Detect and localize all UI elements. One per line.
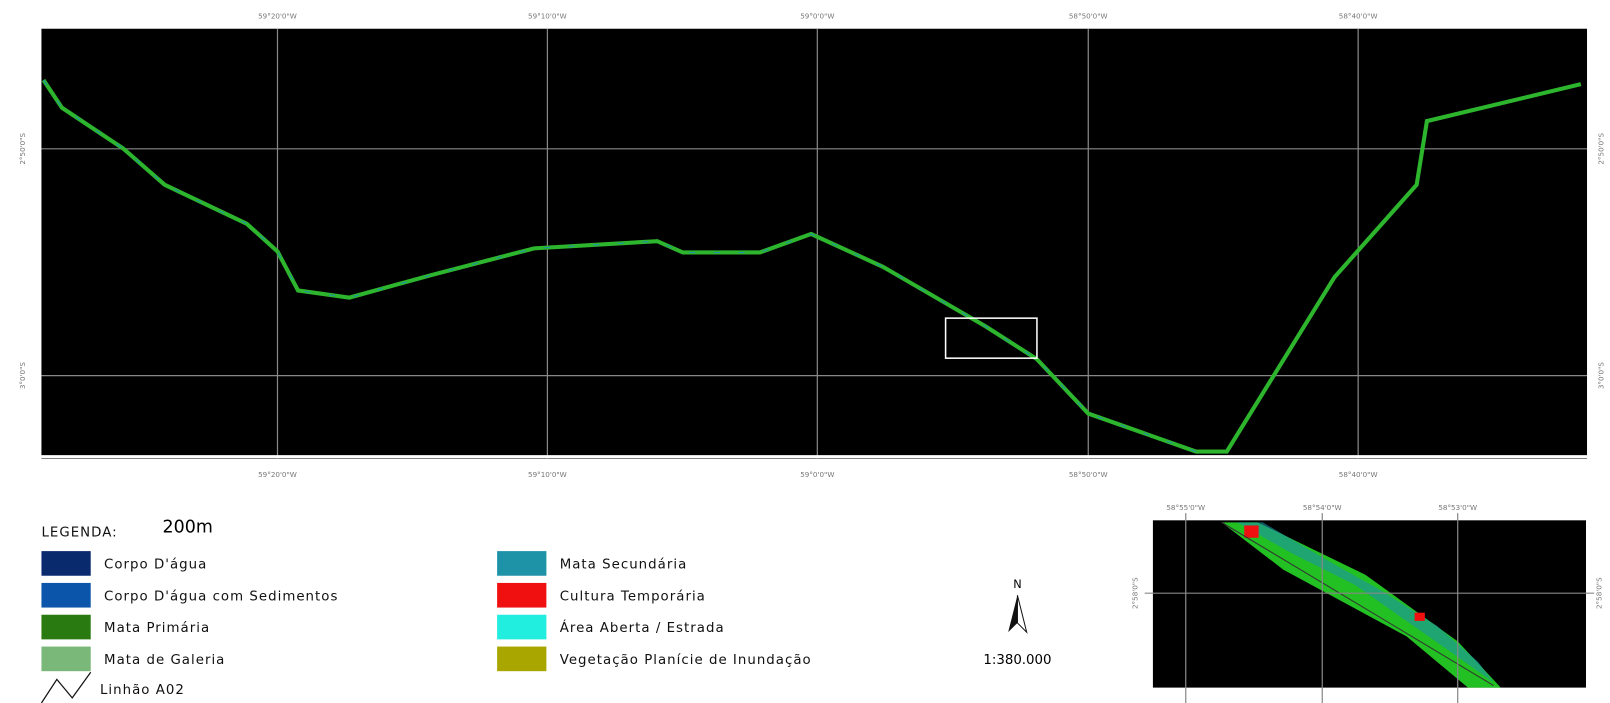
inset-lon-label: 58°55'0"W (1166, 503, 1205, 512)
lon-label: 59°20'0"W (258, 470, 297, 479)
map-frame (41, 29, 1587, 459)
north-arrow (1017, 595, 1026, 632)
lon-label: 59°10'0"W (528, 470, 567, 479)
lon-label: 58°40'0"W (1339, 470, 1378, 479)
legend-label: Mata Secundária (560, 557, 688, 573)
legend-label: Área Aberta / Estrada (560, 619, 725, 636)
lon-label: 58°40'0"W (1339, 11, 1378, 20)
north-label: N (1013, 578, 1021, 591)
map-figure: 59°20'0"W 59°20'0"W 59°10'0"W 59°10'0"W 59°0… (0, 0, 1610, 703)
legend-swatch (41, 583, 90, 608)
lat-label: 3°0'0"S (18, 362, 27, 390)
legend-title: LEGENDA: (41, 526, 117, 541)
legend-label: Corpo D'água (104, 557, 207, 573)
inset-lat-label: 2°58'0"S (1131, 577, 1140, 609)
lon-label: 58°50'0"W (1069, 470, 1108, 479)
legend-note: 200m (163, 518, 213, 538)
legend-swatch (497, 583, 546, 608)
inset-patch (1244, 525, 1258, 537)
legend-swatch (41, 615, 90, 640)
lat-label: 2°50'0"S (1596, 133, 1605, 165)
legend-label: Mata Primária (104, 620, 210, 636)
legend-swatch (497, 551, 546, 576)
lat-label: 2°50'0"S (18, 133, 27, 165)
lon-label: 59°0'0"W (800, 470, 834, 479)
inset-lon-label: 58°54'0"W (1303, 503, 1342, 512)
line-symbol (41, 672, 90, 703)
line-label: Linhão A02 (100, 683, 185, 698)
legend-swatch (41, 551, 90, 576)
lon-label: 58°50'0"W (1069, 11, 1108, 20)
scale-label: 1:380.000 (983, 653, 1051, 668)
legend-label: Corpo D'água com Sedimentos (104, 588, 338, 604)
legend-swatch (497, 647, 546, 672)
inset-lon-label: 58°53'0"W (1438, 503, 1477, 512)
lat-label: 3°0'0"S (1596, 362, 1605, 390)
lon-label: 59°10'0"W (528, 11, 567, 20)
legend-swatch (497, 615, 546, 640)
legend-label: Cultura Temporária (560, 588, 706, 604)
lon-label: 59°20'0"W (258, 11, 297, 20)
legend-label: Vegetação Planície de Inundação (560, 652, 812, 668)
legend-swatch (41, 647, 90, 672)
lon-label: 59°0'0"W (800, 11, 834, 20)
legend-label: Mata de Galeria (104, 653, 225, 668)
inset-lat-label: 2°58'0"S (1594, 577, 1603, 609)
inset-patch (1415, 613, 1425, 621)
north-arrow (1008, 595, 1017, 632)
